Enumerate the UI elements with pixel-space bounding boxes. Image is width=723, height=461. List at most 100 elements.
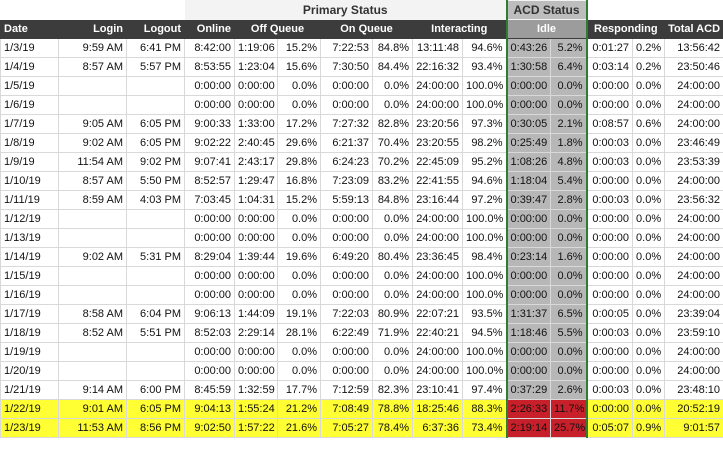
data-row: 1/23/19 11:53 AM 8:56 PM 9:02:50 1:57:22 21.6… <box>0 418 723 438</box>
cell: 0:00:00 <box>320 285 374 305</box>
cell: 0:00:00 <box>320 342 374 362</box>
date-cell: 1/7/19 <box>0 114 59 134</box>
cell: 0:00:00 <box>586 285 634 305</box>
data-row: 1/9/19 11:54 AM 9:02 PM 9:07:41 2:43:17 29.8%… <box>0 152 723 172</box>
cell: 8:56 PM <box>125 418 186 438</box>
cell <box>58 228 127 248</box>
cell: 0:00:00 <box>586 266 634 286</box>
cell: 2:19:14 <box>505 418 552 438</box>
group-header: Primary Status <box>184 0 508 20</box>
cell: 0:00:03 <box>586 190 634 210</box>
date-cell: 1/8/19 <box>0 133 59 153</box>
cell: 0:00:00 <box>234 95 279 115</box>
cell: 0:05:07 <box>586 418 634 438</box>
cell: 24:00:00 <box>664 285 723 305</box>
column-header: Responding <box>586 19 666 39</box>
cell: 0.0% <box>550 228 588 248</box>
cell: 0:00:00 <box>184 361 236 381</box>
date-cell: 1/16/19 <box>0 285 59 305</box>
cell: 0:01:27 <box>586 38 634 58</box>
cell: 1:44:09 <box>234 304 279 324</box>
cell: 0:00:00 <box>234 342 279 362</box>
cell: 0:30:05 <box>505 114 552 134</box>
cell: 84.8% <box>372 190 414 210</box>
cell: 0:00:00 <box>234 361 279 381</box>
cell: 93.5% <box>462 304 508 324</box>
cell: 0.6% <box>632 114 666 134</box>
cell: 2.8% <box>550 190 588 210</box>
cell: 0.0% <box>277 209 322 229</box>
acd-table: Primary Status ACD Status Date Login Logou… <box>0 0 723 438</box>
group-header-row: Primary Status ACD Status <box>0 0 723 20</box>
cell: 88.3% <box>462 399 508 419</box>
cell: 94.6% <box>462 38 508 58</box>
cell <box>58 361 127 381</box>
cell: 0:00:00 <box>234 285 279 305</box>
cell: 100.0% <box>462 342 508 362</box>
cell: 0:00:00 <box>586 247 634 267</box>
cell: 11:53 AM <box>58 418 127 438</box>
date-cell: 1/17/19 <box>0 304 59 324</box>
cell: 5:31 PM <box>125 247 186 267</box>
date-cell: 1/19/19 <box>0 342 59 362</box>
cell: 0:00:00 <box>586 228 634 248</box>
cell: 0:00:00 <box>184 76 236 96</box>
column-header: Interacting <box>412 19 508 39</box>
cell: 70.4% <box>372 133 414 153</box>
date-cell: 1/22/19 <box>0 399 59 419</box>
data-row: 1/13/19 0:00:00 0:00:00 0.0% 0:00:00 0.0% 24:0… <box>0 228 723 248</box>
cell: 0.0% <box>550 342 588 362</box>
cell: 0.0% <box>632 247 666 267</box>
cell: 16.8% <box>277 171 322 191</box>
cell: 0.0% <box>632 228 666 248</box>
date-cell: 1/9/19 <box>0 152 59 172</box>
cell: 23:48:10 <box>664 380 723 400</box>
cell: 24:00:00 <box>664 361 723 381</box>
cell: 22:41:55 <box>412 171 464 191</box>
cell: 0.0% <box>277 342 322 362</box>
cell: 6:05 PM <box>125 133 186 153</box>
cell: 94.6% <box>462 171 508 191</box>
cell: 0:00:05 <box>586 304 634 324</box>
cell: 0:37:29 <box>505 380 552 400</box>
date-cell: 1/15/19 <box>0 266 59 286</box>
cell: 0.0% <box>550 285 588 305</box>
data-row: 1/12/19 0:00:00 0:00:00 0.0% 0:00:00 0.0% 24:0… <box>0 209 723 229</box>
cell: 22:07:21 <box>412 304 464 324</box>
cell: 0.0% <box>277 95 322 115</box>
cell: 0.0% <box>632 285 666 305</box>
cell <box>58 95 127 115</box>
cell: 82.3% <box>372 380 414 400</box>
cell: 7:05:27 <box>320 418 374 438</box>
cell: 9:04:13 <box>184 399 236 419</box>
cell: 2:43:17 <box>234 152 279 172</box>
cell: 24:00:00 <box>664 342 723 362</box>
cell: 0:00:00 <box>320 76 374 96</box>
cell: 0.0% <box>632 323 666 343</box>
cell: 0:00:03 <box>586 323 634 343</box>
cell: 23:50:46 <box>664 57 723 77</box>
data-row: 1/8/19 9:02 AM 6:05 PM 9:02:22 2:40:45 29.6% 6… <box>0 133 723 153</box>
cell: 0.0% <box>550 266 588 286</box>
cell: 1:18:46 <box>505 323 552 343</box>
cell: 100.0% <box>462 266 508 286</box>
cell: 95.2% <box>462 152 508 172</box>
cell: 0.0% <box>632 190 666 210</box>
cell: 1:18:04 <box>505 171 552 191</box>
cell: 0.0% <box>372 285 414 305</box>
cell: 7:03:45 <box>184 190 236 210</box>
data-row: 1/17/19 8:58 AM 6:04 PM 9:06:13 1:44:09 19.1%… <box>0 304 723 324</box>
cell: 24:00:00 <box>664 114 723 134</box>
cell: 24:00:00 <box>664 228 723 248</box>
cell: 6:49:20 <box>320 247 374 267</box>
cell: 0.0% <box>550 95 588 115</box>
data-row: 1/10/19 8:57 AM 5:50 PM 8:52:57 1:29:47 16.8%… <box>0 171 723 191</box>
cell: 4.8% <box>550 152 588 172</box>
cell: 100.0% <box>462 285 508 305</box>
cell: 6:00 PM <box>125 380 186 400</box>
cell: 6:21:37 <box>320 133 374 153</box>
date-cell: 1/6/19 <box>0 95 59 115</box>
cell: 23:36:45 <box>412 247 464 267</box>
column-header: Idle <box>505 19 588 39</box>
column-header: Total ACD <box>664 19 723 39</box>
